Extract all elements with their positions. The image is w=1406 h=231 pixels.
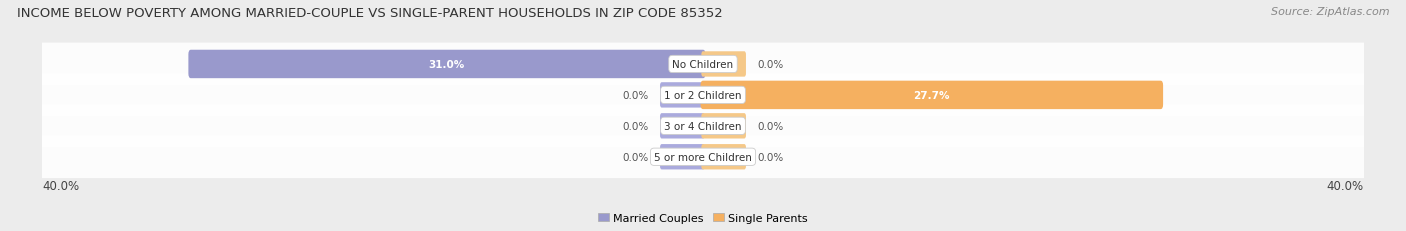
FancyBboxPatch shape [659, 144, 704, 170]
Legend: Married Couples, Single Parents: Married Couples, Single Parents [593, 208, 813, 227]
Text: 0.0%: 0.0% [758, 121, 783, 131]
Text: 0.0%: 0.0% [623, 152, 648, 162]
Text: 5 or more Children: 5 or more Children [654, 152, 752, 162]
FancyBboxPatch shape [37, 74, 1369, 117]
FancyBboxPatch shape [702, 52, 747, 77]
FancyBboxPatch shape [188, 51, 706, 79]
Text: 0.0%: 0.0% [623, 121, 648, 131]
Text: 0.0%: 0.0% [623, 91, 648, 100]
FancyBboxPatch shape [659, 114, 704, 139]
FancyBboxPatch shape [702, 144, 747, 170]
FancyBboxPatch shape [37, 136, 1369, 178]
FancyBboxPatch shape [702, 114, 747, 139]
Text: 1 or 2 Children: 1 or 2 Children [664, 91, 742, 100]
Text: 40.0%: 40.0% [1327, 179, 1364, 192]
Text: INCOME BELOW POVERTY AMONG MARRIED-COUPLE VS SINGLE-PARENT HOUSEHOLDS IN ZIP COD: INCOME BELOW POVERTY AMONG MARRIED-COUPL… [17, 7, 723, 20]
FancyBboxPatch shape [659, 83, 704, 108]
Text: 31.0%: 31.0% [429, 60, 465, 70]
Text: 0.0%: 0.0% [758, 152, 783, 162]
Text: 27.7%: 27.7% [914, 91, 950, 100]
Text: 3 or 4 Children: 3 or 4 Children [664, 121, 742, 131]
Text: 40.0%: 40.0% [42, 179, 79, 192]
Text: 0.0%: 0.0% [758, 60, 783, 70]
FancyBboxPatch shape [37, 43, 1369, 86]
FancyBboxPatch shape [37, 105, 1369, 148]
Text: Source: ZipAtlas.com: Source: ZipAtlas.com [1271, 7, 1389, 17]
FancyBboxPatch shape [700, 81, 1163, 110]
Text: No Children: No Children [672, 60, 734, 70]
